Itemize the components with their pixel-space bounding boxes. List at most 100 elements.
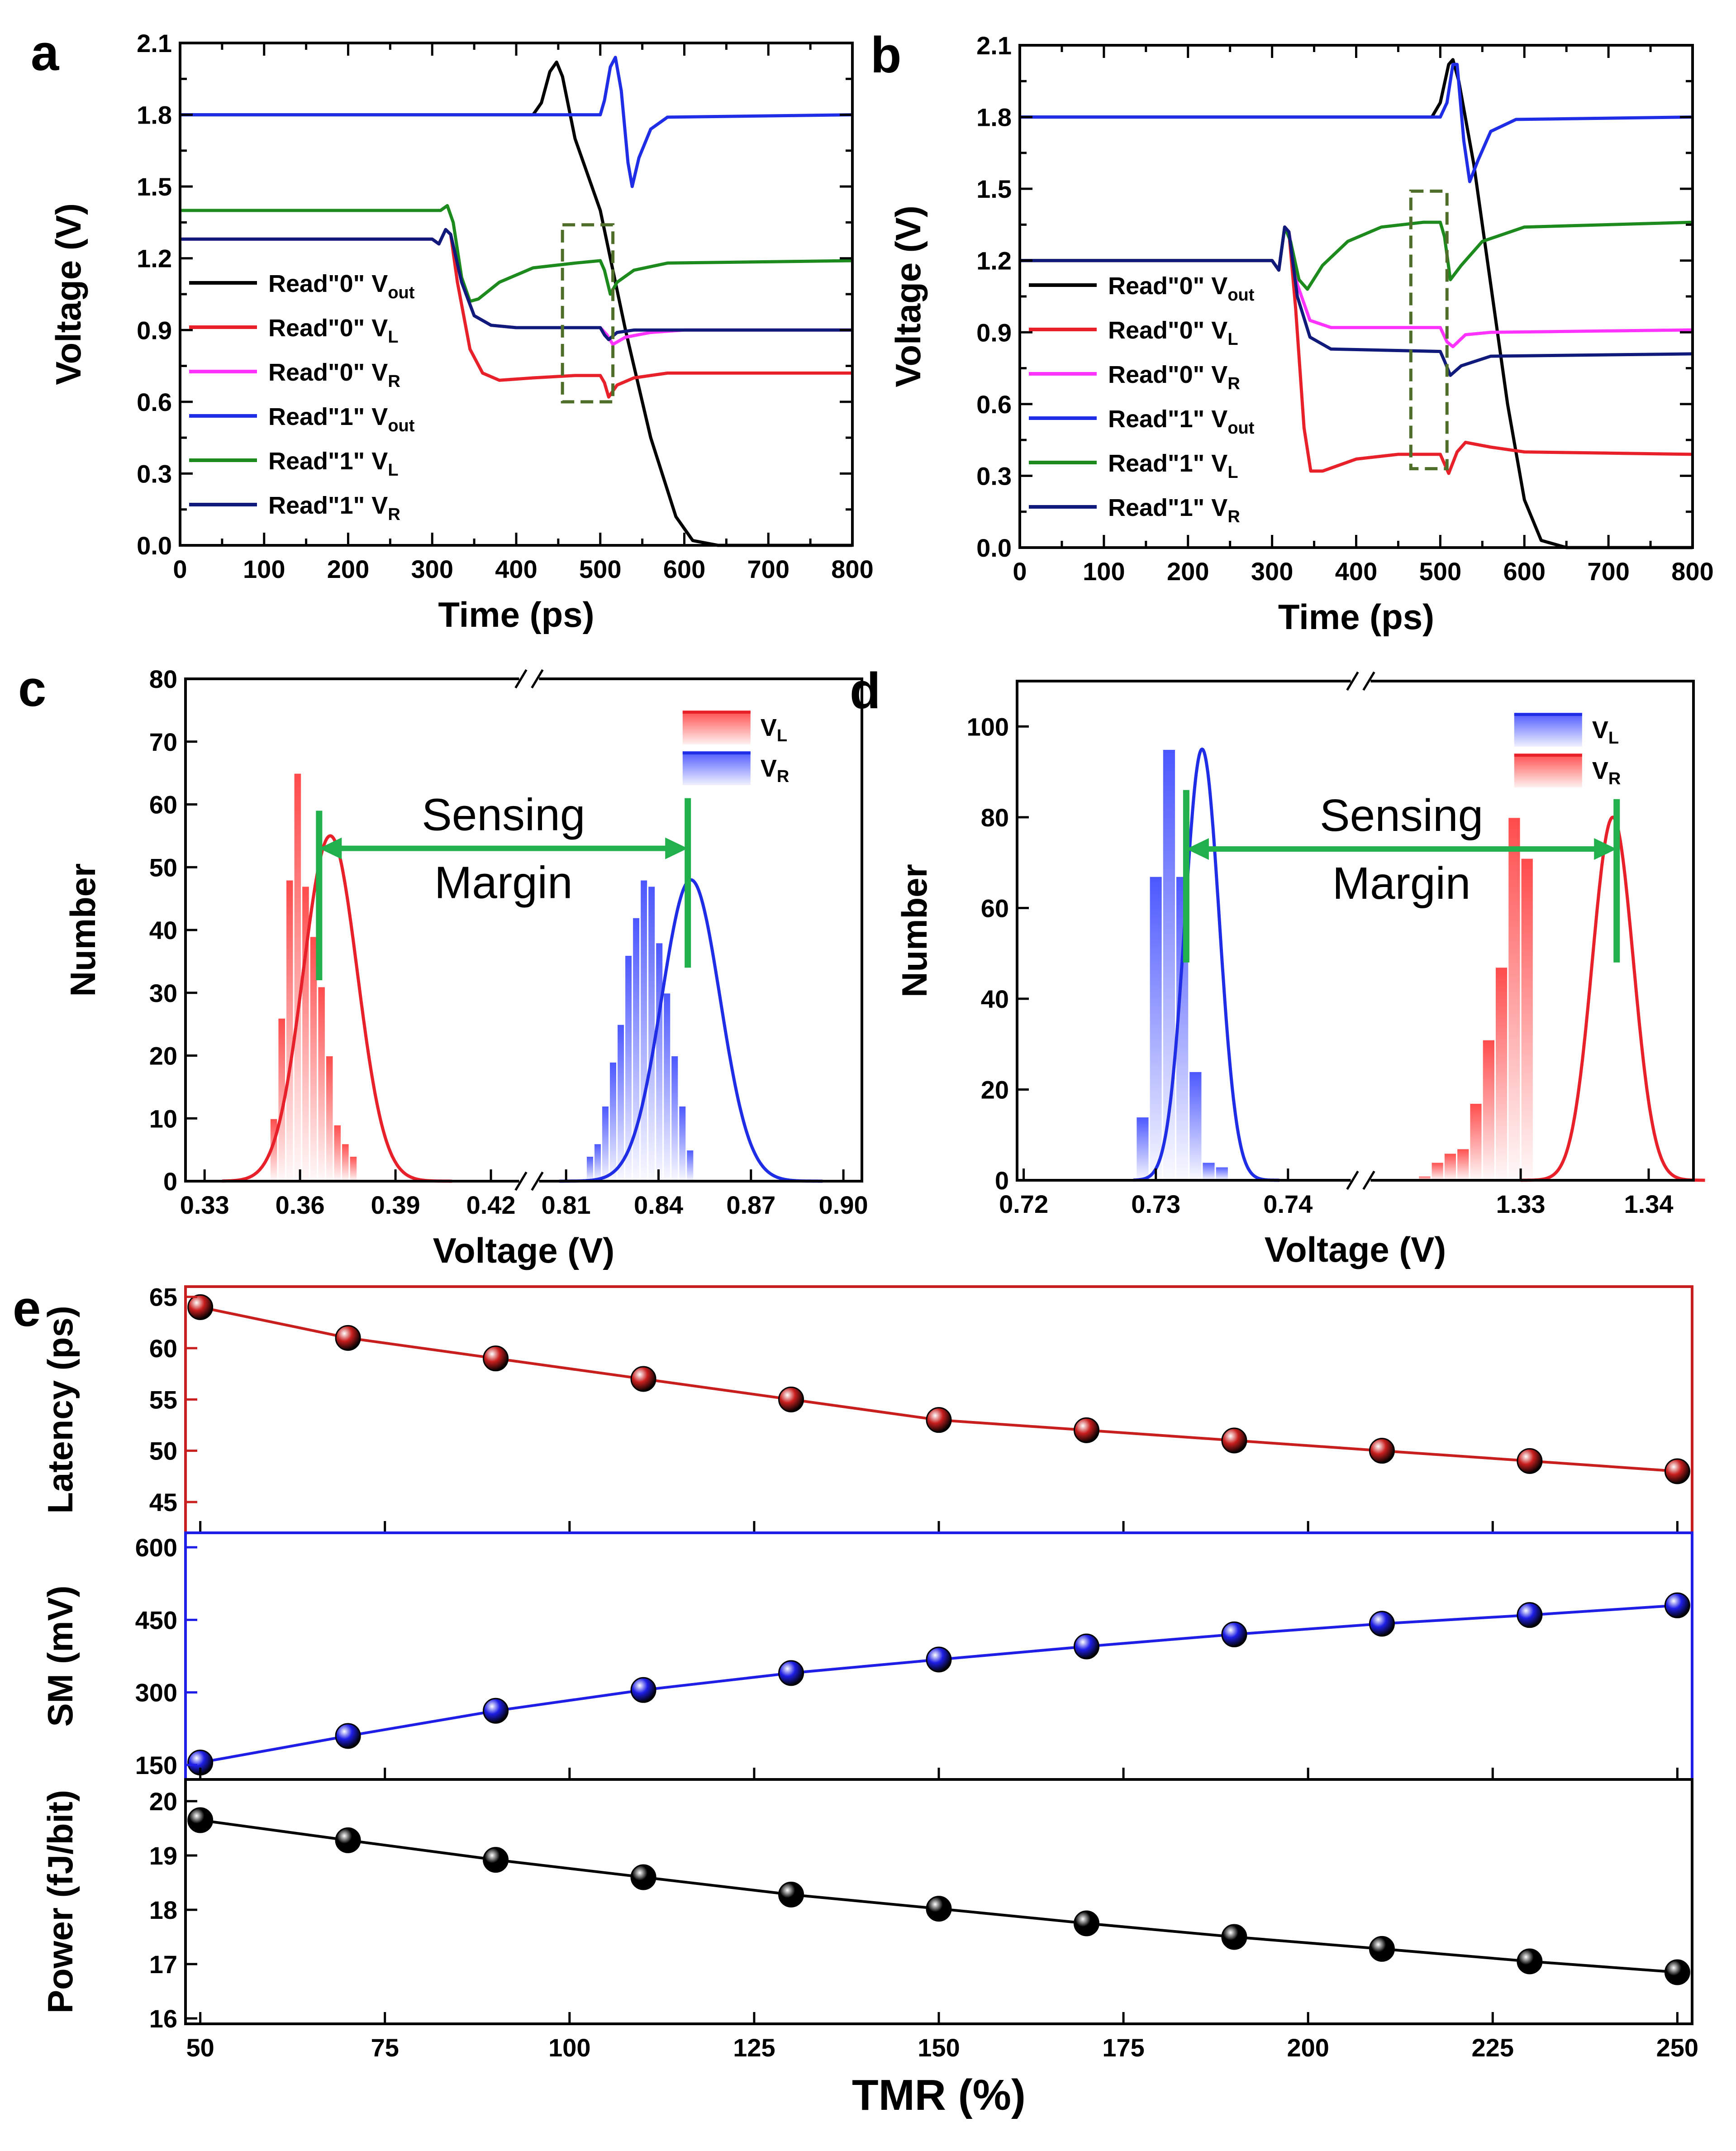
subpanel-2: 16 17 18 19 20 Power (fJ/bit) <box>40 1778 1693 2033</box>
y-tick-label: 1.8 <box>137 101 172 129</box>
axis-break-mark <box>1346 671 1359 691</box>
annotation-sensing: Sensing <box>1320 790 1483 841</box>
hist-left-bar-4 <box>1188 1070 1203 1181</box>
y-tick-label: 60 <box>149 1334 177 1363</box>
y-tick-label: 30 <box>149 979 177 1007</box>
data-point-4 <box>778 1881 804 1908</box>
x-axis-label: Voltage (V) <box>433 1231 615 1270</box>
y-tick-label: 20 <box>149 1042 177 1070</box>
x-tick-label: 100 <box>243 555 285 583</box>
data-point-1 <box>335 1723 361 1749</box>
data-point-6 <box>1073 1910 1099 1936</box>
highlight-box <box>1409 189 1449 471</box>
y-tick-label: 1.8 <box>976 103 1012 132</box>
data-point-0 <box>187 1294 214 1320</box>
fit-curve-left <box>1133 747 1279 1182</box>
series-line-4 <box>180 204 853 303</box>
panel-d: d Sensing Margin 0.72 0.73 0.74 1.33 1.34 0 20 40 6… <box>850 663 1705 1269</box>
legend-entry-0: VL <box>1592 716 1619 748</box>
data-point-1 <box>335 1827 361 1853</box>
panel-e: e 45 50 55 60 65 Latency (ps) 150 300 450 600 SM (m… <box>13 1280 1698 2119</box>
x-tick-label: 0.36 <box>276 1191 325 1219</box>
y-tick-label: 1.5 <box>137 172 172 201</box>
legend-subscript: L <box>388 461 398 480</box>
y-tick-label: 60 <box>981 894 1009 922</box>
x-tick-label: 600 <box>663 555 705 583</box>
y-axis-label: SM (mV) <box>40 1586 80 1727</box>
x-tick-label: 200 <box>1167 557 1209 586</box>
legend-subscript: out <box>1227 419 1254 438</box>
hist-left-bar-7 <box>324 1055 334 1182</box>
axis-break-mark <box>531 669 544 689</box>
data-point-5 <box>926 1896 952 1922</box>
y-tick-label: 0 <box>995 1166 1009 1195</box>
axis-break-gap <box>519 1172 539 1190</box>
x-axis-label: Time (ps) <box>438 595 594 634</box>
x-tick-label: 250 <box>1656 2033 1698 2062</box>
legend-subscript: out <box>1227 286 1254 305</box>
axis-break-gap <box>519 670 539 688</box>
data-point-10 <box>1664 1959 1690 1985</box>
y-tick-label: 70 <box>149 728 177 756</box>
axis-break-mark <box>514 1171 528 1191</box>
legend-subscript: L <box>777 726 787 745</box>
y-axis-label: Voltage (V) <box>48 203 88 385</box>
x-tick-label: 800 <box>831 555 873 583</box>
annotation-margin: Margin <box>434 858 573 908</box>
y-tick-label: 1.5 <box>976 175 1012 203</box>
y-tick-label: 600 <box>135 1533 177 1562</box>
legend-entry-0: VL <box>761 714 787 745</box>
x-tick-label: 1.33 <box>1496 1190 1546 1218</box>
annotation-sensing: Sensing <box>422 790 585 840</box>
x-axis-label: Time (ps) <box>1278 597 1434 637</box>
x-tick-label: 400 <box>1335 557 1377 586</box>
y-tick-label: 50 <box>149 853 177 882</box>
y-tick-label: 18 <box>149 1896 177 1924</box>
y-tick-label: 40 <box>149 916 177 944</box>
x-tick-label: 800 <box>1671 557 1713 586</box>
data-point-9 <box>1517 1602 1543 1628</box>
y-tick-label: 0.0 <box>976 534 1012 562</box>
hist-right-bar-3 <box>609 1061 618 1182</box>
x-axis-label: TMR (%) <box>852 2071 1026 2119</box>
legend-subscript: R <box>1608 769 1621 788</box>
axis-break-mark <box>1346 1170 1359 1190</box>
y-tick-label: 2.1 <box>976 31 1012 60</box>
y-tick-label: 1.2 <box>976 247 1012 275</box>
margin-arrowhead-left <box>1186 838 1209 860</box>
data-point-9 <box>1517 1948 1543 1975</box>
y-tick-label: 16 <box>149 2004 177 2033</box>
data-point-2 <box>483 1345 509 1372</box>
legend-entry-2: Read"0" VR <box>268 359 400 391</box>
hist-left-bar-3 <box>293 772 303 1182</box>
data-point-10 <box>1664 1458 1690 1484</box>
y-tick-label: 65 <box>149 1283 177 1312</box>
x-tick-label: 0.87 <box>726 1191 775 1219</box>
x-tick-label: 500 <box>579 555 621 583</box>
legend-subscript: out <box>388 416 414 435</box>
data-point-0 <box>187 1807 214 1833</box>
x-tick-label: 700 <box>747 555 790 583</box>
y-axis-label: Latency (ps) <box>40 1306 80 1513</box>
x-tick-label: 1.34 <box>1624 1190 1673 1218</box>
panel-c: c Sensing Margin 0.33 0.36 0.39 0.42 0.81 0.84 0.… <box>18 660 868 1270</box>
x-tick-label: 150 <box>918 2033 960 2062</box>
annotation-margin: Margin <box>1332 858 1471 909</box>
hist-left-bar-5 <box>1201 1161 1216 1181</box>
series-line-5 <box>1020 225 1693 377</box>
panel-label: a <box>31 24 59 81</box>
y-tick-label: 17 <box>149 1950 177 1979</box>
trend-line <box>200 1306 1678 1473</box>
hist-left-bar-10 <box>348 1155 358 1182</box>
legend-entry-4: Read"1" VL <box>1108 450 1238 482</box>
x-tick-label: 125 <box>733 2033 775 2062</box>
y-axis-label: Number <box>894 864 934 997</box>
hist-right-bar-10 <box>662 992 672 1182</box>
subpanel-1: 150 300 450 600 SM (mV) <box>40 1531 1693 1781</box>
legend-subscript: R <box>388 505 400 524</box>
x-tick-label: 200 <box>327 555 369 583</box>
fit-curve-right <box>1521 816 1705 1182</box>
series-line-3 <box>180 56 853 188</box>
legend-entry-2: Read"0" VR <box>1108 361 1240 393</box>
legend-entry-3: Read"1" Vout <box>1108 405 1255 438</box>
